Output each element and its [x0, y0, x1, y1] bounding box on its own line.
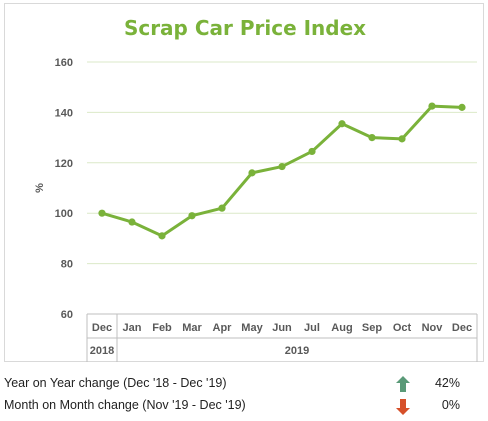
x-tick-label: Apr [213, 322, 233, 334]
down-arrow-icon [396, 399, 410, 415]
y-tick-label: 160 [55, 57, 73, 69]
y-axis-ticks: 60 80 100 120 140 160 [55, 57, 73, 321]
x-tick-label: Dec [92, 322, 112, 334]
mom-label: Month on Month change (Nov '19 - Dec '19… [4, 398, 246, 412]
x-tick-label: Aug [331, 322, 352, 334]
y-tick-label: 60 [61, 309, 73, 321]
x-tick-label: Jul [304, 322, 320, 334]
data-point [158, 232, 166, 240]
y-tick-label: 80 [61, 259, 73, 271]
up-arrow-icon [396, 376, 410, 392]
y-axis-label: % [34, 183, 46, 193]
yoy-label: Year on Year change (Dec '18 - Dec '19) [4, 376, 227, 390]
x-tick-label: Jan [123, 322, 142, 334]
x-tick-label: May [241, 322, 263, 334]
chart-container: Scrap Car Price Index 60 80 100 120 140 160 %… [4, 3, 484, 362]
data-point [98, 209, 106, 217]
mom-value: 0% [441, 398, 460, 412]
gridlines [87, 61, 477, 265]
x-tick-label: Jun [272, 322, 292, 334]
data-point [308, 147, 316, 156]
data-point [188, 212, 196, 220]
y-tick-label: 100 [55, 208, 73, 220]
x-tick-label: Oct [393, 322, 412, 334]
x-tick-label: Sep [362, 322, 382, 334]
data-point [398, 135, 406, 143]
x-group-label: 2018 [90, 345, 114, 357]
data-point [458, 103, 466, 111]
y-tick-label: 140 [55, 107, 73, 119]
x-tick-label: Mar [182, 322, 202, 334]
data-point [428, 102, 436, 110]
x-axis: Dec Jan Feb Mar Apr May Jun Jul Aug Sep Oct Nov Dec 2… [86, 313, 478, 362]
mom-summary-row: Month on Month change (Nov '19 - Dec '19… [4, 398, 484, 416]
chart-title: Scrap Car Price Index [124, 16, 366, 40]
series-polyline [101, 104, 463, 238]
data-point [278, 162, 286, 171]
x-tick-label: Feb [152, 322, 172, 334]
data-point [338, 120, 346, 128]
yoy-value: 42% [434, 376, 460, 390]
x-group-label: 2019 [285, 345, 309, 357]
line-chart: Scrap Car Price Index 60 80 100 120 140 160 %… [34, 16, 478, 362]
data-point [368, 134, 376, 142]
series-line [98, 102, 466, 240]
data-point [248, 169, 256, 177]
y-tick-label: 120 [55, 158, 73, 170]
yoy-summary-row: Year on Year change (Dec '18 - Dec '19) … [4, 376, 484, 394]
data-point [218, 204, 226, 212]
x-tick-label: Dec [452, 322, 472, 334]
data-point [128, 218, 136, 226]
x-tick-label: Nov [422, 322, 444, 334]
